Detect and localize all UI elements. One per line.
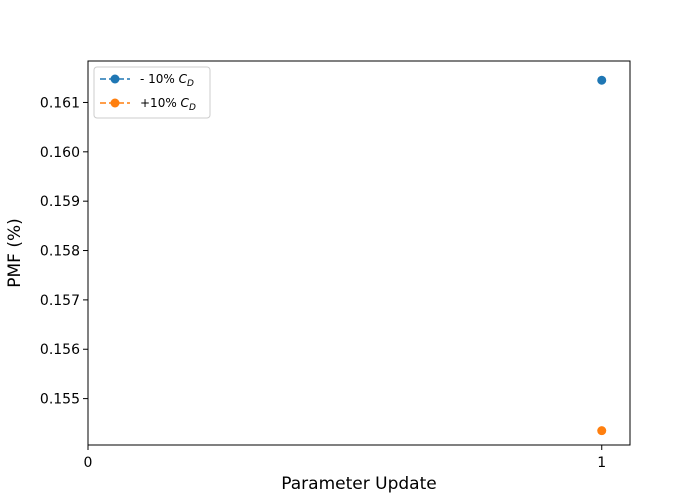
legend-item: - 10% CD xyxy=(100,72,194,89)
x-tick-label: 1 xyxy=(597,455,606,471)
y-tick-label: 0.155 xyxy=(40,392,80,408)
series-0 xyxy=(597,75,607,85)
x-tick-label: 0 xyxy=(84,455,93,471)
legend-label: - 10% CD xyxy=(140,72,194,89)
y-tick-label: 0.156 xyxy=(40,342,80,358)
legend-label: +10% CD xyxy=(140,96,196,113)
legend-marker xyxy=(110,74,120,84)
y-tick-label: 0.159 xyxy=(40,194,80,210)
y-axis-label: PMF (%) xyxy=(5,218,25,288)
series-layer xyxy=(597,75,607,436)
x-axis-label: Parameter Update xyxy=(281,474,436,494)
y-tick-label: 0.158 xyxy=(40,244,80,260)
plot-area xyxy=(88,61,630,445)
y-tick-label: 0.160 xyxy=(40,145,80,161)
data-point xyxy=(597,75,607,85)
plot-frame xyxy=(87,60,631,446)
series-1 xyxy=(597,426,607,436)
legend-marker xyxy=(110,98,120,108)
data-point xyxy=(597,426,607,436)
y-axis-ticks: 0.155 0.156 0.157 0.158 0.159 0.160 0.161 xyxy=(40,95,88,408)
legend: - 10% CD +10% CD xyxy=(93,66,211,119)
y-tick-label: 0.161 xyxy=(40,95,80,111)
y-tick-label: 0.157 xyxy=(40,293,80,309)
legend-item: +10% CD xyxy=(100,96,196,113)
